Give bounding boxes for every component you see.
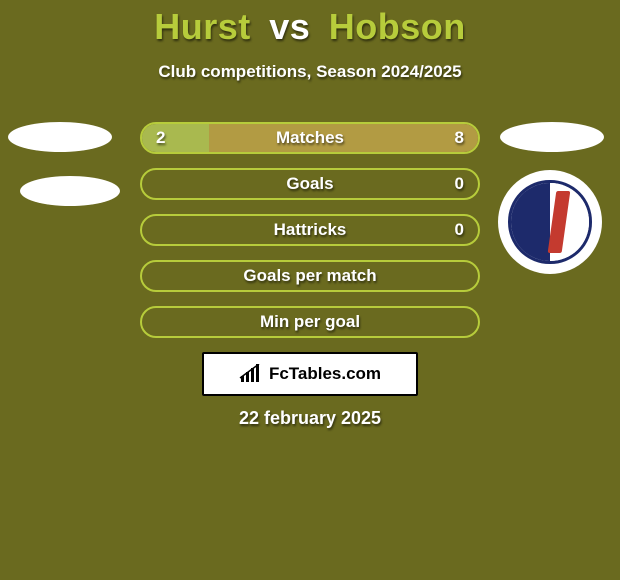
stat-label: Min per goal xyxy=(260,312,360,332)
bar-chart-icon xyxy=(239,364,263,384)
stat-bar-goals: Goals 0 xyxy=(140,168,480,200)
source-badge: FcTables.com xyxy=(202,352,418,396)
vs-separator: vs xyxy=(269,6,310,47)
player1-photo-placeholder xyxy=(8,122,112,152)
source-label: FcTables.com xyxy=(269,364,381,384)
stat-label: Hattricks xyxy=(274,220,347,240)
stat-value-right: 0 xyxy=(455,174,464,194)
player2-name: Hobson xyxy=(329,6,466,47)
stat-bar-min-per-goal: Min per goal xyxy=(140,306,480,338)
stat-bar-hattricks: Hattricks 0 xyxy=(140,214,480,246)
player1-club-placeholder xyxy=(20,176,120,206)
comparison-card: Hurst vs Hobson Club competitions, Seaso… xyxy=(0,0,620,580)
stat-bar-goals-per-match: Goals per match xyxy=(140,260,480,292)
stat-label: Matches xyxy=(276,128,344,148)
date-label: 22 february 2025 xyxy=(0,408,620,429)
player1-name: Hurst xyxy=(154,6,251,47)
stat-label: Goals xyxy=(286,174,333,194)
stat-bar-matches: Matches 2 8 xyxy=(140,122,480,154)
stat-label: Goals per match xyxy=(243,266,376,286)
club-badge-chesterfield xyxy=(498,170,602,274)
page-title: Hurst vs Hobson xyxy=(0,6,620,48)
stat-value-left: 2 xyxy=(156,128,165,148)
stat-value-right: 0 xyxy=(455,220,464,240)
stat-value-right: 8 xyxy=(455,128,464,148)
subtitle: Club competitions, Season 2024/2025 xyxy=(0,62,620,82)
player2-photo-placeholder xyxy=(500,122,604,152)
